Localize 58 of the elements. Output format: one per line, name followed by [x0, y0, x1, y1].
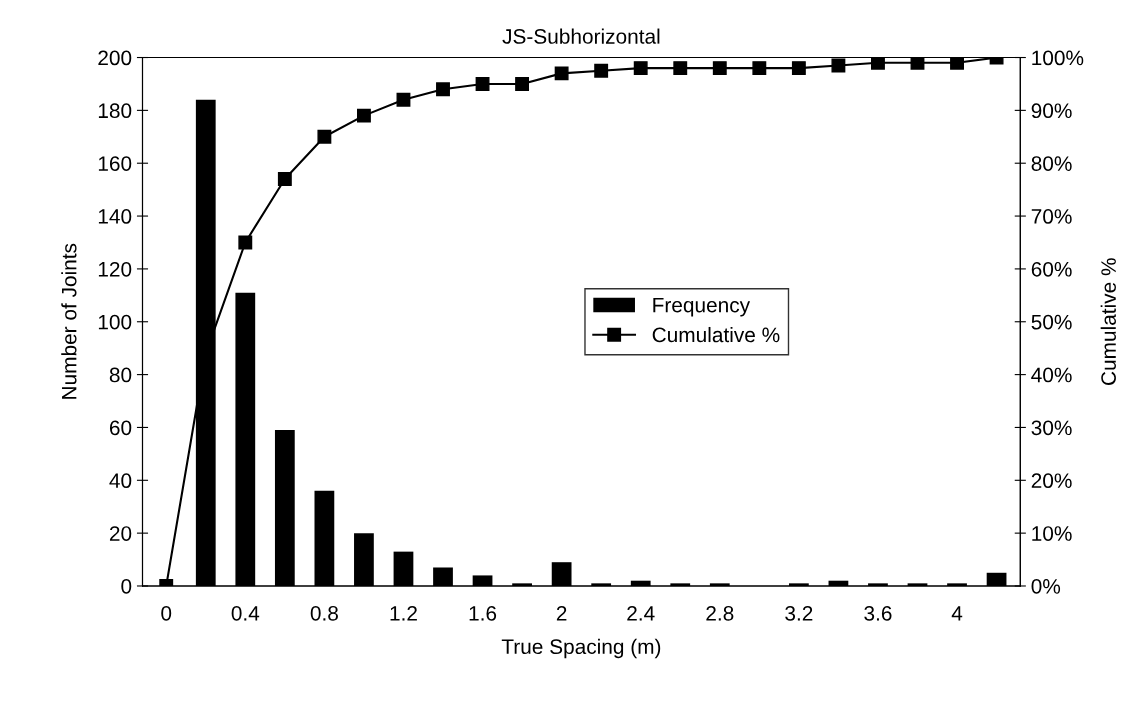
point — [277, 172, 292, 187]
point — [515, 76, 530, 91]
point — [238, 235, 253, 250]
y-tick-label: 180 — [98, 103, 132, 119]
legend-label: Frequency — [653, 297, 751, 317]
x-tick-label: 2.8 — [706, 605, 734, 621]
x-tick-label: 0.4 — [231, 605, 260, 621]
y2-tick-label: 100% — [1032, 50, 1084, 66]
y2-tick-label: 20% — [1031, 473, 1072, 489]
point — [594, 63, 609, 78]
y-tick-label: 100 — [98, 314, 132, 330]
x-tick-label: 4 — [951, 606, 963, 621]
y2-tick-label: 10% — [1032, 526, 1072, 541]
point — [910, 57, 925, 70]
point — [554, 66, 569, 81]
point — [633, 61, 648, 76]
point — [871, 57, 885, 70]
y-tick-label: 140 — [98, 209, 132, 224]
y-tick-label: 80 — [109, 367, 132, 383]
x-tick-label: 1.2 — [390, 605, 417, 621]
y-tick-label: 20 — [109, 526, 132, 541]
y2-tick-label: 50% — [1031, 314, 1072, 330]
legend-label: Cumulative % — [652, 326, 780, 343]
point — [712, 61, 727, 76]
y2-tick-label: 40% — [1031, 367, 1072, 383]
point — [436, 82, 450, 97]
x-tick-label: 3.2 — [785, 605, 813, 621]
y2-tick-label: 90% — [1031, 103, 1072, 119]
x-tick-label: 0 — [161, 605, 172, 621]
point — [356, 108, 371, 123]
point — [950, 57, 964, 70]
x-tick-label: 2.4 — [627, 605, 655, 621]
y-tick-label: 200 — [98, 50, 132, 66]
x-tick-label: 0.8 — [310, 605, 338, 621]
point — [673, 61, 688, 76]
y-tick-label: 60 — [109, 420, 132, 436]
y-tick-label: 120 — [98, 261, 132, 277]
x-axis-title: True Spacing (m) — [501, 638, 661, 659]
y2-tick-label: 30% — [1031, 420, 1072, 436]
x-tick-label: 1.6 — [469, 605, 497, 621]
chart-title: JS-Subhorizontal — [502, 28, 660, 44]
y-tick-label: 0 — [121, 578, 132, 594]
y-axis-title: Number of Joints — [61, 243, 77, 399]
x-tick-label: 2 — [556, 605, 567, 621]
point — [396, 92, 411, 107]
y2-tick-label: 80% — [1031, 156, 1072, 171]
point — [317, 129, 332, 144]
y2-tick-label: 60% — [1031, 261, 1072, 277]
point — [475, 76, 490, 91]
y2-tick-label: 0% — [1031, 578, 1061, 594]
y-tick-label: 40 — [109, 473, 132, 489]
point — [752, 61, 767, 76]
x-tick-label: 3.6 — [864, 605, 892, 621]
y2-axis-title: Cumulative % — [1100, 258, 1116, 385]
y2-tick-label: 70% — [1031, 209, 1072, 224]
point — [791, 61, 806, 76]
y-tick-label: 160 — [98, 156, 132, 171]
point — [831, 58, 846, 73]
